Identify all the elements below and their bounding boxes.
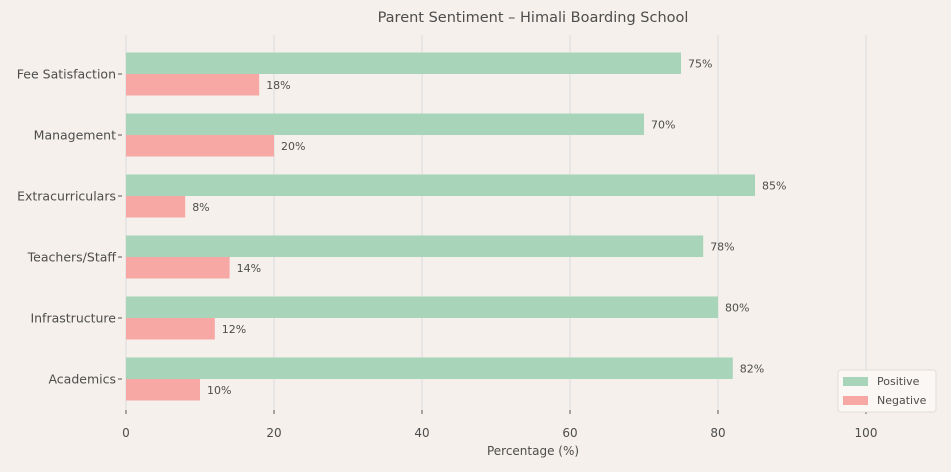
- data-label: 18%: [266, 79, 290, 92]
- legend-swatch-positive: [843, 377, 868, 386]
- legend: Positive Negative: [837, 369, 937, 413]
- bar-negative: [126, 318, 215, 340]
- x-tick-label: 80: [710, 426, 725, 440]
- bar-negative: [126, 74, 260, 96]
- legend-swatch-negative: [843, 396, 868, 405]
- bar-positive: [126, 357, 733, 379]
- legend-label: Positive: [877, 375, 920, 388]
- data-label: 14%: [237, 262, 261, 275]
- data-label: 8%: [192, 201, 209, 214]
- x-axis: 0 20 40 60 80 100: [122, 410, 877, 440]
- bars: 82% 10% 80% 12% 78% 14% 85% 8% 70% 20% 75% 18%: [126, 52, 786, 401]
- x-tick-label: 40: [414, 426, 429, 440]
- grid: [125, 35, 867, 410]
- x-tick-label: 0: [122, 426, 130, 440]
- bar-positive: [126, 235, 704, 257]
- data-label: 80%: [725, 301, 749, 314]
- x-axis-label: Percentage (%): [487, 444, 579, 458]
- data-label: 82%: [740, 362, 764, 375]
- data-label: 85%: [762, 179, 786, 192]
- x-tick-label: 60: [562, 426, 577, 440]
- data-label: 75%: [688, 57, 712, 70]
- data-label: 12%: [222, 323, 246, 336]
- data-label: 78%: [710, 240, 734, 253]
- bar-positive: [126, 296, 718, 318]
- data-label: 20%: [281, 140, 305, 153]
- bar-negative: [126, 196, 186, 218]
- x-tick-label: 20: [266, 426, 281, 440]
- legend-label: Negative: [877, 394, 927, 407]
- bar-positive: [126, 174, 755, 196]
- y-tick-label: Management: [34, 128, 116, 143]
- bar-negative: [126, 257, 230, 279]
- y-tick-label: Extracurriculars: [17, 189, 116, 204]
- chart-title: Parent Sentiment – Himali Boarding Schoo…: [378, 10, 689, 26]
- y-axis: Academics Infrastructure Teachers/Staff Ext…: [17, 67, 122, 387]
- y-tick-label: Teachers/Staff: [27, 250, 117, 265]
- y-tick-label: Academics: [48, 372, 116, 387]
- bar-negative: [126, 135, 274, 157]
- data-label: 10%: [207, 384, 231, 397]
- bar-negative: [126, 379, 200, 401]
- y-tick-label: Fee Satisfaction: [17, 67, 116, 82]
- data-label: 70%: [651, 118, 675, 131]
- bar-positive: [126, 113, 644, 135]
- bar-positive: [126, 52, 681, 74]
- y-tick-label: Infrastructure: [30, 311, 116, 326]
- x-tick-label: 100: [855, 426, 878, 440]
